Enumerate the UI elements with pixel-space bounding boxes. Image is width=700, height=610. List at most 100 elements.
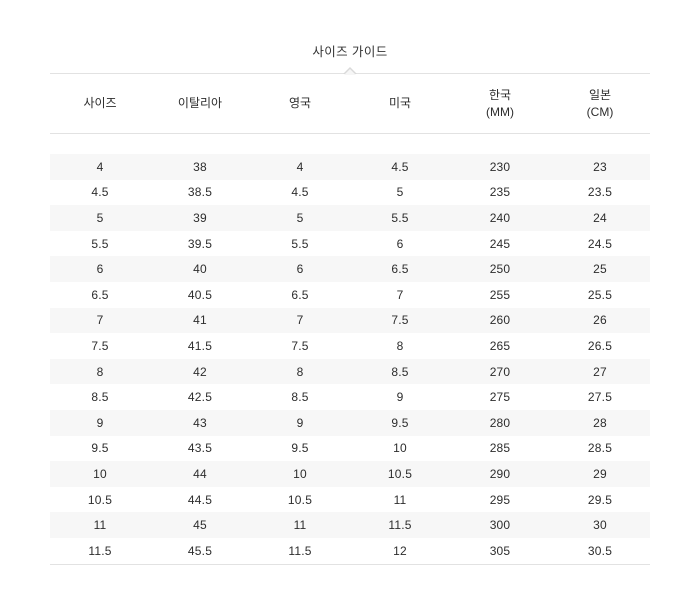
table-cell: 260 [489, 313, 511, 328]
table-cell: 300 [489, 518, 511, 533]
table-cell: 9 [396, 390, 404, 405]
table-row: 11.5 45.5 11.5 12 305 30.5 [50, 538, 650, 564]
table-cell: 4.5 [391, 159, 409, 174]
table-cell: 4.5 [291, 185, 309, 200]
column-header-us: 미국 [350, 95, 450, 112]
table-cell: 6.5 [91, 287, 109, 302]
column-header-japan-cm: 일본 (CM) [550, 87, 650, 121]
table-cell: 4.5 [91, 185, 109, 200]
table-cell: 6.5 [291, 287, 309, 302]
table-cell: 39.5 [187, 236, 213, 251]
table-cell: 11 [93, 518, 107, 533]
table-cell: 250 [489, 262, 511, 277]
table-cell: 25 [593, 262, 607, 277]
table-cell: 23.5 [587, 185, 613, 200]
table-cell: 285 [489, 441, 511, 456]
table-cell: 7.5 [291, 338, 309, 353]
popover-arrow-icon [343, 67, 357, 75]
table-cell: 29 [593, 466, 607, 481]
table-cell: 275 [489, 390, 511, 405]
table-cell: 25.5 [587, 287, 613, 302]
table-cell: 23 [593, 159, 607, 174]
table-cell: 9.5 [291, 441, 309, 456]
table-cell: 240 [489, 210, 511, 225]
column-header-italy: 이탈리아 [150, 95, 250, 112]
table-cell: 6 [396, 236, 404, 251]
table-cell: 6 [96, 262, 104, 277]
table-cell: 10 [293, 466, 307, 481]
table-cell: 9 [96, 415, 104, 430]
table-row: 7.5 41.5 7.5 8 265 26.5 [50, 333, 650, 359]
table-cell: 6 [296, 262, 304, 277]
table-cell: 10.5 [287, 492, 313, 507]
table-cell: 5 [396, 185, 404, 200]
table-cell: 305 [489, 543, 511, 558]
table-cell: 7 [96, 313, 104, 328]
top-divider [50, 67, 650, 75]
table-cell: 10 [93, 466, 107, 481]
table-cell: 42 [193, 364, 207, 379]
table-cell: 30 [593, 518, 607, 533]
table-cell: 11 [393, 492, 407, 507]
table-cell: 8.5 [91, 390, 109, 405]
table-cell: 5 [296, 210, 304, 225]
table-cell: 8 [296, 364, 304, 379]
table-cell: 8.5 [291, 390, 309, 405]
table-cell: 26.5 [587, 338, 613, 353]
table-cell: 7 [296, 313, 304, 328]
table-cell: 245 [489, 236, 511, 251]
table-cell: 8 [96, 364, 104, 379]
table-cell: 5.5 [291, 236, 309, 251]
table-cell: 24.5 [587, 236, 613, 251]
table-row: 8 42 8 8.5 270 27 [50, 358, 650, 385]
table-cell: 8.5 [391, 364, 409, 379]
table-cell: 28 [593, 415, 607, 430]
table-cell: 10.5 [87, 492, 113, 507]
table-cell: 5.5 [91, 236, 109, 251]
column-header-korea-mm: 한국 (MM) [450, 87, 550, 121]
table-cell: 7.5 [91, 338, 109, 353]
table-cell: 29.5 [587, 492, 613, 507]
table-cell: 40.5 [187, 287, 213, 302]
table-cell: 280 [489, 415, 511, 430]
table-row: 6 40 6 6.5 250 25 [50, 256, 650, 282]
table-cell: 44.5 [187, 492, 213, 507]
column-header-label: 이탈리아 [177, 96, 223, 110]
table-cell: 41.5 [187, 338, 213, 353]
table-cell: 40 [193, 262, 207, 277]
table-cell: 230 [489, 159, 511, 174]
table-row: 10.5 44.5 10.5 11 295 29.5 [50, 487, 650, 513]
table-cell: 5 [96, 210, 104, 225]
table-cell: 4 [96, 159, 104, 174]
table-cell: 38 [193, 159, 207, 174]
table-cell: 7.5 [391, 313, 409, 328]
table-row: 4.5 38.5 4.5 5 235 23.5 [50, 180, 650, 206]
table-row: 5.5 39.5 5.5 6 245 24.5 [50, 231, 650, 257]
table-cell: 255 [489, 287, 511, 302]
table-cell: 235 [489, 185, 511, 200]
table-cell: 39 [193, 210, 207, 225]
table-cell: 5.5 [391, 210, 409, 225]
table-cell: 43 [193, 415, 207, 430]
table-row: 4 38 4 4.5 230 23 [50, 154, 650, 180]
table-cell: 265 [489, 338, 511, 353]
column-header-label: 한국 [488, 87, 512, 102]
table-cell: 45.5 [187, 543, 213, 558]
table-cell: 295 [489, 492, 511, 507]
table-cell: 11.5 [388, 518, 412, 533]
column-header-label: 영국 [288, 96, 312, 110]
table-cell: 270 [489, 364, 511, 379]
column-header-unit: (MM) [486, 104, 514, 119]
column-header-label: 사이즈 [83, 96, 117, 110]
table-cell: 8 [396, 338, 404, 353]
column-header-unit: (CM) [586, 104, 614, 119]
column-header-uk: 영국 [250, 95, 350, 112]
table-cell: 38.5 [187, 185, 213, 200]
table-cell: 11.5 [88, 543, 112, 558]
table-cell: 24 [593, 210, 607, 225]
table-row: 11 45 11 11.5 300 30 [50, 512, 650, 538]
table-cell: 4 [296, 159, 304, 174]
column-header-label: 일본 [588, 87, 612, 102]
table-cell: 45 [193, 518, 207, 533]
table-cell: 26 [593, 313, 607, 328]
